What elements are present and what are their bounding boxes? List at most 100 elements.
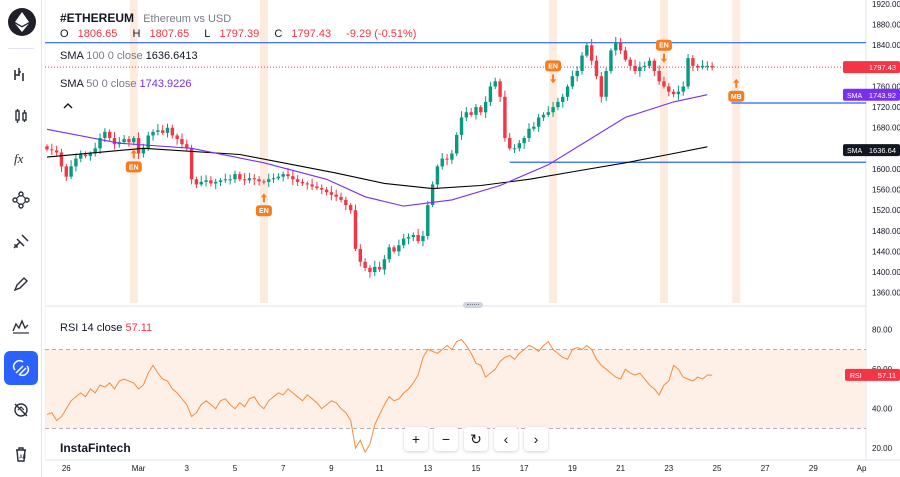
candle-body [647, 60, 652, 66]
price-tick-label: 1360.00 [872, 289, 900, 298]
last-price-tag-value: 1797.43 [869, 63, 896, 72]
hide-drawings-icon[interactable] [4, 393, 38, 427]
time-tick-label: 5 [233, 464, 238, 473]
candle-body [156, 130, 160, 132]
trend-line-icon[interactable] [4, 99, 38, 133]
candle-body [527, 128, 531, 139]
sma100-legend[interactable]: SMA 100 0 close 1636.6413 [60, 50, 198, 62]
zoom-out-button[interactable]: − [434, 427, 458, 451]
time-tick-label: 27 [761, 464, 770, 473]
sma50-name: SMA [60, 78, 84, 90]
candle-body [59, 152, 64, 167]
collapse-legend-chevron-up-icon[interactable] [60, 98, 76, 112]
signal-badge [255, 205, 272, 217]
price-tick-label: 1880.00 [872, 21, 900, 30]
candle-body [252, 178, 256, 180]
signal-label: EN [659, 43, 669, 50]
zoom-in-button[interactable]: + [404, 427, 428, 451]
candle-body [295, 179, 300, 182]
candle-body [146, 135, 150, 149]
candle-body [310, 184, 314, 187]
candle-body [676, 91, 681, 95]
pane-resize-handle[interactable] [463, 302, 483, 308]
candle-body [175, 135, 179, 140]
candle-body [74, 158, 78, 167]
crosshair-icon[interactable] [4, 57, 38, 91]
candle-body [546, 112, 550, 115]
symbol-legend: #ETHEREUM Ethereum vs USD [60, 11, 231, 25]
brush-icon[interactable] [4, 225, 38, 259]
candle-body [79, 154, 83, 159]
pencil-icon[interactable] [4, 267, 38, 301]
time-tick-label: 19 [568, 464, 577, 473]
signal-label: EN [259, 208, 269, 215]
candle-body [401, 238, 406, 246]
candle-body [334, 194, 338, 197]
rsi-name: RSI [60, 322, 79, 334]
sma50-legend[interactable]: SMA 50 0 close 1743.9226 [60, 78, 192, 90]
candle-body [204, 180, 208, 182]
candle-body [411, 234, 416, 238]
trash-icon[interactable]: AB [4, 437, 38, 471]
candle-body [445, 158, 449, 160]
rsi-tag-value: 57.11 [878, 371, 896, 380]
time-tick-label: 13 [423, 464, 432, 473]
candle-body [329, 192, 334, 195]
signal-badge [125, 161, 142, 173]
price-tick-label: 1440.00 [872, 247, 900, 256]
candle-body [570, 76, 575, 87]
candle-body [363, 261, 367, 268]
candle-body [339, 196, 343, 200]
candle-body [257, 179, 261, 182]
sma50-params: 50 0 close [86, 78, 137, 90]
time-tick-label: 25 [713, 464, 722, 473]
candle-body [536, 117, 541, 127]
price-tick-label: 1560.00 [872, 186, 900, 195]
time-tick-label: 3 [185, 464, 190, 473]
fx-indicator-icon[interactable]: fx [4, 141, 38, 175]
rsi-legend[interactable]: RSI 14 close 57.11 [60, 322, 152, 334]
candle-body [281, 174, 285, 177]
scroll-left-button[interactable]: ‹ [494, 427, 518, 451]
svg-text:fx: fx [14, 151, 24, 166]
ethereum-logo-icon [8, 8, 36, 36]
candle-body [83, 154, 88, 157]
candle-body [691, 58, 695, 66]
sma50-line [46, 94, 708, 207]
candle-body [54, 150, 59, 153]
time-tick-label: 26 [62, 464, 71, 473]
toolbar-divider [8, 48, 34, 49]
magnet-icon[interactable] [4, 351, 38, 385]
sma50-tag-label: SMA [847, 93, 863, 100]
signal-arrow-down-icon [660, 53, 667, 63]
scroll-right-button[interactable]: › [524, 427, 548, 451]
candle-body [455, 134, 459, 154]
rsi-band-fill [45, 349, 866, 429]
candle-body [556, 101, 560, 108]
candle-body [628, 59, 632, 66]
ohlc-legend: O 1806.65 H 1807.65 L 1797.39 C 1797.43 … [60, 28, 422, 40]
rsi-line [46, 338, 713, 454]
sma100-tag-value: 1636.64 [869, 146, 896, 155]
low-label: L [204, 28, 211, 40]
candle-body [589, 45, 594, 61]
time-tick-label: 7 [281, 464, 286, 473]
candle-body [671, 91, 676, 95]
candle-body [662, 81, 666, 87]
candle-body [348, 205, 353, 211]
candle-body [276, 176, 281, 179]
sma100-tag [843, 144, 900, 157]
pitchfork-icon[interactable] [4, 183, 38, 217]
candle-body [247, 178, 252, 181]
candle-body [122, 139, 126, 143]
signal-label: EN [548, 63, 558, 70]
candle-body [315, 186, 319, 189]
signal-highlight-band [732, 0, 741, 303]
candle-body [580, 55, 584, 72]
pattern-icon[interactable] [4, 309, 38, 343]
candle-body [652, 60, 657, 72]
candle-body [604, 71, 608, 97]
reset-chart-button[interactable]: ↻ [464, 427, 488, 451]
candle-body [681, 86, 685, 92]
